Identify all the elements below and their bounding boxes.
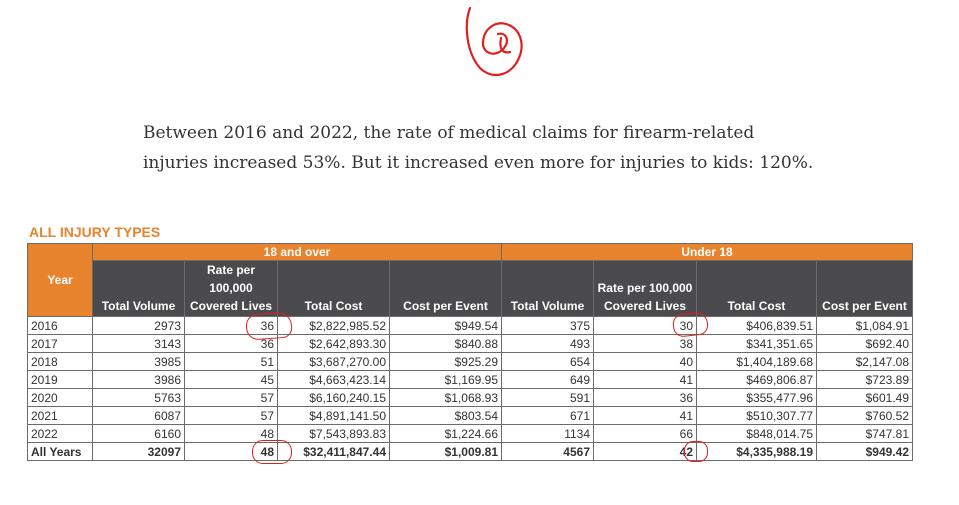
table-cell: $601.49 [816,388,913,407]
table-cell: 6160 [92,424,185,443]
col-header: Total Cost [277,260,390,317]
table-cell: 40 [593,352,697,371]
year-header: Year [27,243,93,317]
table-cell: 4567 [501,442,594,461]
year-cell: All Years [27,442,93,461]
table-cell: 3986 [92,370,185,389]
table-cell: 41 [593,370,697,389]
table-row: 2020 5763 57 $6,160,240.15 $1,068.93 591 36 $35… [27,388,913,407]
col-header: Total Volume [501,260,594,317]
table-cell: 1134 [501,424,594,443]
table-cell: 6087 [92,406,185,425]
table-cell: $2,642,893.30 [277,334,390,353]
table-cell: $1,224.66 [389,424,502,443]
table-cell: $7,543,893.83 [277,424,390,443]
table-cell: $1,169.95 [389,370,502,389]
table-cell: $355,477.96 [696,388,817,407]
table-cell: $6,160,240.15 [277,388,390,407]
table-cell: 51 [184,352,278,371]
table-cell: $723.89 [816,370,913,389]
annotation-circle [252,440,292,464]
group-header-child: Under 18 [501,243,913,261]
table-cell: $510,307.77 [696,406,817,425]
table-cell: $949.42 [816,442,913,461]
col-header: Total Cost [696,260,817,317]
col-header: Rate per 100,000 Covered Lives [184,260,278,317]
table-cell: 649 [501,370,594,389]
table-cell: 42 [593,442,697,461]
year-cell: 2017 [27,334,93,353]
table-cell: 671 [501,406,594,425]
table-cell: 57 [184,388,278,407]
year-cell: 2016 [27,316,93,335]
table-cell: 493 [501,334,594,353]
table-cell: $406,839.51 [696,316,817,335]
table-cell: 38 [593,334,697,353]
year-cell: 2020 [27,388,93,407]
annotation-circle [684,441,708,462]
table-cell: $4,891,141.50 [277,406,390,425]
table-cell: 32097 [92,442,185,461]
table-row: 2016 2973 36 $2,822,985.52 $949.54 375 30 $406,… [27,316,913,335]
table-cell: 3985 [92,352,185,371]
table-cell: 66 [593,424,697,443]
table-cell: $341,351.65 [696,334,817,353]
col-header: Rate per 100,000 Covered Lives [593,260,697,317]
annotation-circle [245,311,293,341]
table-cell: $692.40 [816,334,913,353]
table-cell: $4,663,423.14 [277,370,390,389]
table-cell: $760.52 [816,406,913,425]
col-header: Cost per Event [389,260,502,317]
table-row: 2018 3985 51 $3,687,270.00 $925.29 654 40 $1,40… [27,352,913,371]
table-cell: $469,806.87 [696,370,817,389]
table-cell: $3,687,270.00 [277,352,390,371]
table-cell: $949.54 [389,316,502,335]
table-cell: $1,068.93 [389,388,502,407]
table-row: 2017 3143 36 $2,642,893.30 $840.88 493 38 $341,… [27,334,913,353]
table-body: 2016 2973 36 $2,822,985.52 $949.54 375 30 $406,… [27,316,913,461]
table-cell: 654 [501,352,594,371]
table-row: 2019 3986 45 $4,663,423.14 $1,169.95 649 41 $46… [27,370,913,389]
table-cell: $925.29 [389,352,502,371]
year-cell: 2019 [27,370,93,389]
section-heading: ALL INJURY TYPES [29,224,161,240]
col-header: Cost per Event [816,260,913,317]
table-cell: 591 [501,388,594,407]
table-cell: 45 [184,370,278,389]
group-header-adult: 18 and over [92,243,502,261]
handwritten-annotation-icon [465,6,523,77]
table-cell: 41 [593,406,697,425]
table-row: 2022 6160 48 $7,543,893.83 $1,224.66 1134 66 $8… [27,424,913,443]
table-cell: 3143 [92,334,185,353]
table-cell: 375 [501,316,594,335]
col-header: Total Volume [92,260,185,317]
year-cell: 2022 [27,424,93,443]
table-cell: 36 [593,388,697,407]
table-cell: $2,147.08 [816,352,913,371]
year-cell: 2021 [27,406,93,425]
table-cell: $1,084.91 [816,316,913,335]
table-cell: $803.54 [389,406,502,425]
table-cell: $747.81 [816,424,913,443]
total-row: All Years 32097 48 $32,411,847.44 $1,009.81 4… [27,442,913,461]
year-cell: 2018 [27,352,93,371]
intro-paragraph: Between 2016 and 2022, the rate of medic… [143,123,814,173]
table-cell: $32,411,847.44 [277,442,390,461]
table-cell: 5763 [92,388,185,407]
table-cell: $2,822,985.52 [277,316,390,335]
table-cell: $1,404,189.68 [696,352,817,371]
table-cell: $4,335,988.19 [696,442,817,461]
table-cell: $840.88 [389,334,502,353]
table-cell: $1,009.81 [389,442,502,461]
injury-table: Year 18 and over Under 18 Total Volume R… [27,243,913,461]
table-cell: $848,014.75 [696,424,817,443]
table-cell: 57 [184,406,278,425]
table-row: 2021 6087 57 $4,891,141.50 $803.54 671 41 $510,… [27,406,913,425]
table-cell: 2973 [92,316,185,335]
